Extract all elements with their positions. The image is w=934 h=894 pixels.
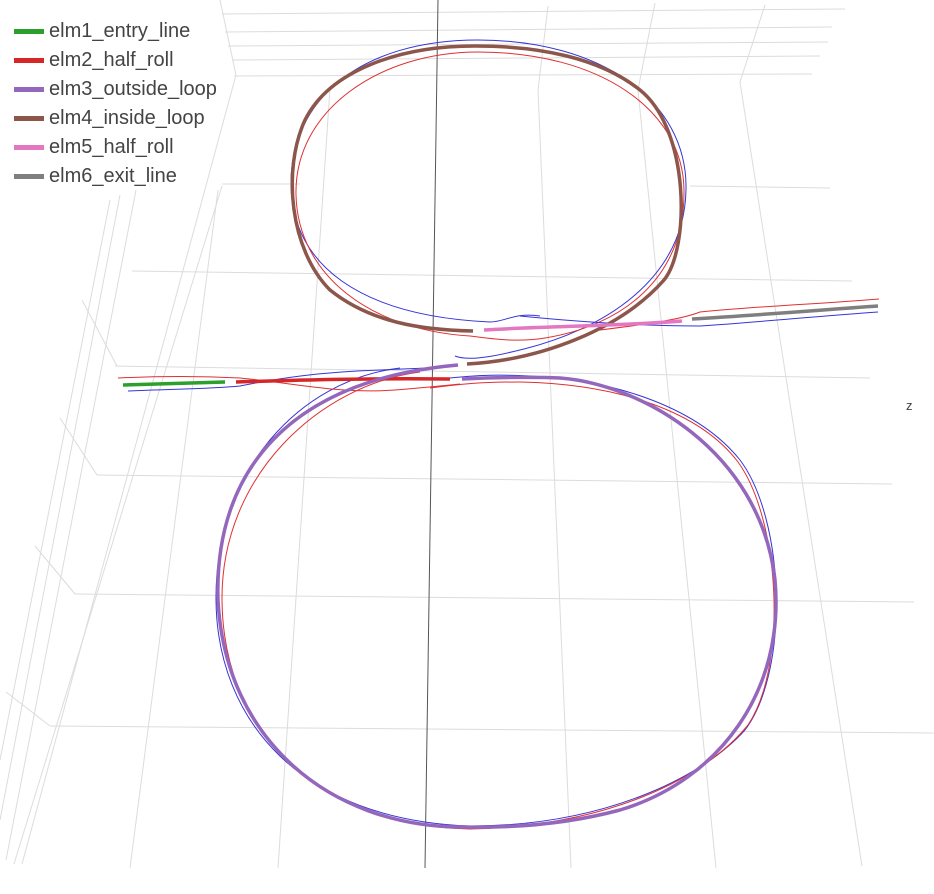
series-elm6-exit-line[interactable] (691, 304, 879, 321)
legend-label: elm3_outside_loop (49, 78, 217, 100)
legend-swatch (14, 87, 44, 92)
legend-label: elm5_half_roll (49, 136, 174, 158)
series-elm4-inside-loop[interactable] (290, 44, 683, 366)
legend-swatch (14, 174, 44, 179)
legend-item-elm2[interactable]: elm2_half_roll (14, 46, 217, 75)
legend-swatch (14, 145, 44, 150)
outside-loop-lower-envelope (221, 371, 775, 830)
outside-loop-upper-envelope (215, 367, 777, 827)
legend-swatch (14, 29, 44, 34)
inside-loop-lower-envelope (295, 51, 685, 341)
legend-item-elm3[interactable]: elm3_outside_loop (14, 75, 217, 104)
legend-item-elm1[interactable]: elm1_entry_line (14, 17, 217, 46)
series-elm1-entry-line[interactable] (122, 380, 226, 387)
grid (0, 0, 934, 869)
entry-upper-envelope (117, 376, 461, 392)
series-elm5-half-roll[interactable] (483, 319, 683, 332)
exit-lower-envelope (519, 311, 879, 327)
legend-swatch (14, 116, 44, 121)
series-elm2-half-roll[interactable] (235, 376, 451, 384)
legend-label: elm2_half_roll (49, 49, 174, 71)
legend-item-elm4[interactable]: elm4_inside_loop (14, 104, 217, 133)
legend: elm1_entry_line elm2_half_roll elm3_outs… (14, 17, 217, 191)
legend-label: elm1_entry_line (49, 20, 191, 42)
legend-label: elm4_inside_loop (49, 107, 205, 129)
legend-swatch (14, 58, 44, 63)
legend-label: elm6_exit_line (49, 165, 177, 187)
z-axis-label: z (906, 398, 913, 413)
legend-item-elm5[interactable]: elm5_half_roll (14, 133, 217, 162)
series-elm3-outside-loop[interactable] (216, 363, 778, 829)
inside-loop-upper-envelope-left (290, 39, 541, 323)
vertical-axis (424, 0, 439, 869)
inside-loop-upper-envelope (454, 39, 687, 359)
legend-item-elm6[interactable]: elm6_exit_line (14, 162, 217, 191)
